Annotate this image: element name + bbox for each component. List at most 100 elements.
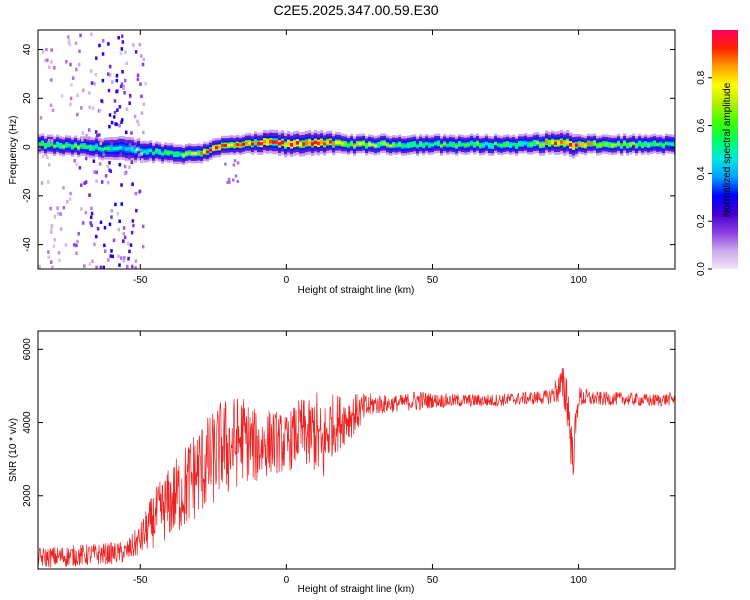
spectrogram-cell bbox=[368, 142, 372, 146]
spectrogram-speckle bbox=[50, 48, 53, 52]
spectrogram-speckle bbox=[53, 238, 56, 242]
spectrogram-cell bbox=[356, 142, 360, 146]
spectrogram-speckle bbox=[76, 239, 79, 244]
spectrogram-cell bbox=[329, 140, 333, 144]
spectrogram-cell bbox=[140, 150, 144, 154]
spectrogram-speckle bbox=[79, 33, 82, 38]
spectrogram-cell bbox=[617, 142, 621, 146]
spectrogram-speckle bbox=[68, 42, 72, 47]
spectrogram-cell bbox=[419, 142, 423, 146]
spectrogram-speckle bbox=[226, 180, 229, 184]
spectrogram-cell bbox=[137, 147, 141, 152]
spectrogram-speckle bbox=[65, 200, 69, 204]
colorbar-axes: 0.0 0.2 0.4 0.6 0.8 bbox=[696, 70, 712, 276]
spectrogram-cell bbox=[191, 152, 195, 156]
spectrogram-speckle bbox=[96, 227, 100, 231]
spectrogram-cell bbox=[302, 142, 306, 146]
spectrogram-speckle bbox=[115, 122, 119, 127]
spectrogram-cell bbox=[296, 141, 300, 145]
y-tick-label: 4000 bbox=[22, 411, 33, 434]
spectrogram-speckle bbox=[104, 174, 108, 178]
spectrogram-cell bbox=[464, 143, 468, 147]
spectrogram-cell bbox=[164, 150, 168, 154]
spectrogram-speckle bbox=[134, 266, 137, 269]
spectrogram-cell bbox=[458, 142, 462, 146]
spectrogram-speckle bbox=[75, 243, 78, 248]
spectrogram-cell bbox=[59, 144, 63, 148]
spectrogram-cell bbox=[38, 142, 42, 146]
spectrogram-cell bbox=[299, 142, 303, 147]
spectrogram-speckle bbox=[142, 102, 146, 107]
spectrogram-cell bbox=[62, 145, 66, 149]
spectrogram-speckle bbox=[106, 164, 109, 169]
spectrogram-speckle bbox=[91, 259, 94, 264]
spectrogram-cell bbox=[158, 150, 162, 154]
spectrogram-cell bbox=[572, 144, 576, 149]
spectrogram-cell bbox=[83, 144, 87, 148]
spectrogram-cell bbox=[629, 143, 633, 147]
spectrogram-speckle bbox=[80, 207, 83, 211]
spectrogram-speckle bbox=[236, 179, 240, 183]
spectrogram-cell bbox=[509, 143, 513, 147]
spectrogram-cell bbox=[128, 147, 132, 151]
spectrogram-speckle bbox=[99, 141, 103, 146]
spectrogram-speckle bbox=[84, 156, 88, 161]
spectrogram-cell bbox=[389, 144, 393, 148]
spectrogram-cell bbox=[332, 142, 336, 146]
spectrogram-cell bbox=[290, 143, 294, 147]
spectrogram-speckle bbox=[140, 111, 144, 115]
colorbar: 0.0 0.2 0.4 0.6 0.8 Normalized spectral ampl… bbox=[696, 30, 738, 276]
spectrogram-speckle bbox=[88, 91, 91, 95]
spectrogram-speckle bbox=[138, 42, 142, 47]
spectrogram-cell bbox=[461, 143, 465, 147]
spectrogram-speckle bbox=[141, 158, 144, 162]
spectrogram-speckle bbox=[108, 124, 111, 129]
spectrogram-speckle bbox=[119, 152, 123, 156]
spectrogram-speckle bbox=[94, 72, 98, 77]
spectrogram-speckle bbox=[108, 73, 112, 77]
spectrogram-cell bbox=[383, 141, 387, 145]
spectrogram-speckle bbox=[134, 191, 138, 196]
spectrogram-cell bbox=[206, 150, 210, 154]
spectrogram-speckle bbox=[75, 251, 78, 256]
spectrogram-cell bbox=[359, 142, 363, 146]
spectrogram-speckle bbox=[120, 120, 123, 125]
spectrogram-cell bbox=[56, 143, 60, 147]
spectrogram-speckle bbox=[51, 265, 54, 269]
spectrogram-speckle bbox=[123, 235, 127, 240]
spectrogram-cell bbox=[71, 145, 75, 149]
spectrogram-cell bbox=[146, 150, 150, 154]
spectrogram-cell bbox=[659, 142, 663, 146]
spectrogram-speckle bbox=[95, 133, 99, 138]
spectrogram-cell bbox=[224, 144, 228, 147]
spectrogram-speckle bbox=[131, 219, 135, 223]
spectrogram-speckle bbox=[50, 230, 53, 234]
spectrogram-speckle bbox=[90, 81, 94, 85]
spectrogram-speckle bbox=[93, 82, 96, 86]
spectrogram-cell bbox=[170, 151, 174, 155]
spectrogram-speckle bbox=[122, 226, 126, 230]
spectrogram-cell bbox=[95, 144, 99, 149]
spectrogram-speckle bbox=[126, 264, 129, 269]
spectrogram-speckle bbox=[88, 105, 91, 110]
spectrogram-speckle bbox=[44, 58, 47, 63]
x-tick-label: 50 bbox=[427, 575, 439, 586]
spectrogram-axes: -50 0 50 100 -40 -20 0 20 40 bbox=[22, 30, 675, 286]
spectrogram-cell bbox=[440, 144, 444, 148]
spectrogram-cell bbox=[650, 142, 654, 146]
spectrogram-speckle bbox=[101, 52, 105, 56]
spectrogram-cell bbox=[374, 144, 378, 148]
spectrogram-speckle bbox=[111, 80, 114, 84]
spectrogram-cell bbox=[512, 142, 516, 146]
spectrogram-cell bbox=[314, 140, 318, 145]
y-tick-label: 40 bbox=[22, 44, 33, 56]
spectrogram-speckle bbox=[114, 122, 117, 126]
spectrogram-speckle bbox=[81, 131, 85, 135]
spectrogram-speckle bbox=[62, 206, 66, 210]
spectrogram-speckle bbox=[128, 142, 132, 147]
spectrogram-cell bbox=[518, 142, 522, 146]
spectrogram-frame bbox=[37, 29, 676, 270]
spectrogram-speckle bbox=[103, 225, 107, 230]
spectrogram-speckle bbox=[232, 163, 236, 167]
spectrogram-cell bbox=[362, 141, 366, 145]
